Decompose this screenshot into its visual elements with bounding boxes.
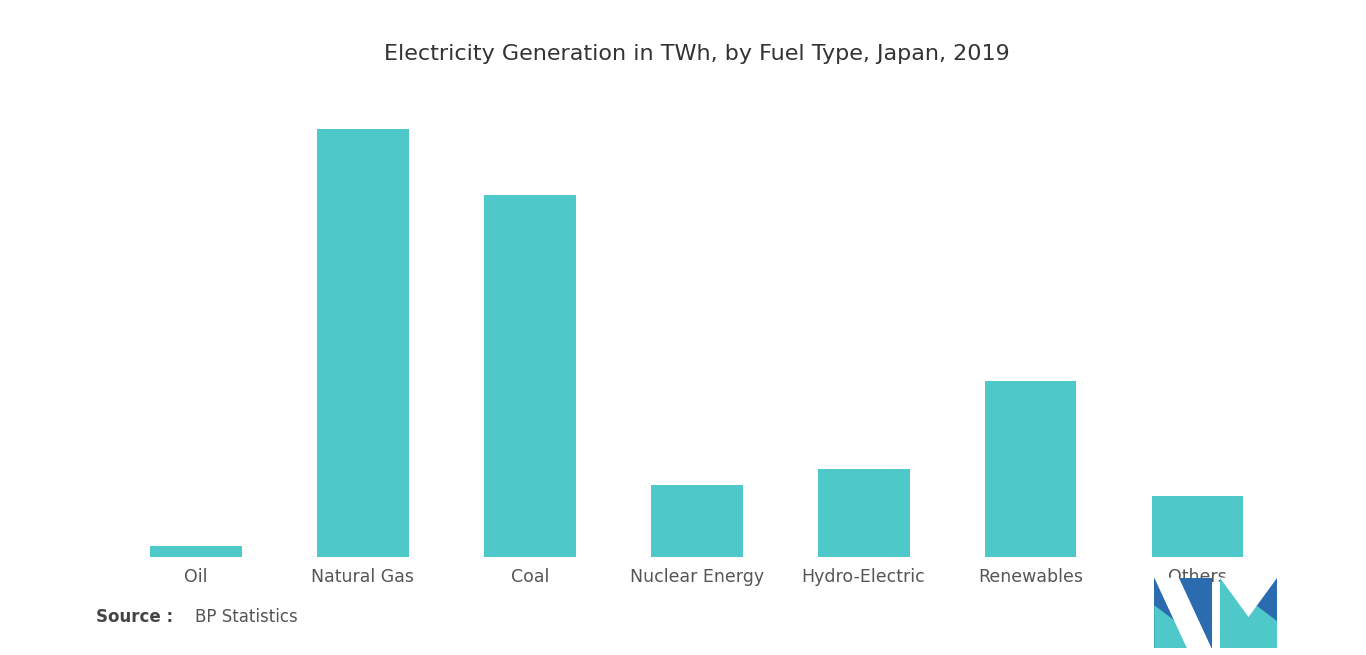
Polygon shape xyxy=(1220,578,1277,621)
Bar xyxy=(985,381,1076,557)
Text: Source :: Source : xyxy=(96,608,172,626)
Polygon shape xyxy=(1154,578,1212,648)
Bar xyxy=(1152,496,1243,557)
Text: BP Statistics: BP Statistics xyxy=(195,608,298,626)
Bar xyxy=(484,195,575,557)
Bar xyxy=(150,546,242,557)
Bar xyxy=(818,469,910,557)
Polygon shape xyxy=(1154,605,1212,648)
Polygon shape xyxy=(1154,578,1212,648)
Bar xyxy=(650,485,743,557)
Bar xyxy=(317,129,408,557)
Polygon shape xyxy=(1220,578,1277,617)
Polygon shape xyxy=(1220,578,1277,648)
Title: Electricity Generation in TWh, by Fuel Type, Japan, 2019: Electricity Generation in TWh, by Fuel T… xyxy=(384,44,1009,64)
